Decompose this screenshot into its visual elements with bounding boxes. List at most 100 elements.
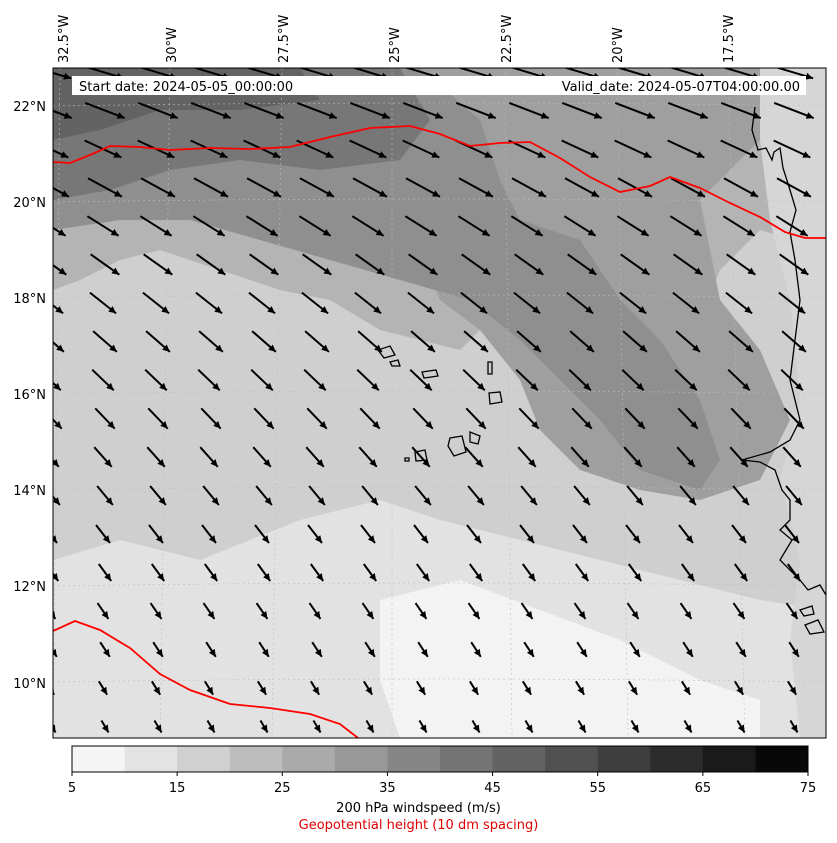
wind-arrow-head [219, 151, 228, 158]
wind-arrow-head [422, 459, 430, 467]
wind-arrow-head [318, 382, 326, 391]
wind-arrow-head [375, 229, 384, 236]
wind-arrow-head [684, 724, 692, 733]
wind-arrow-head [313, 611, 321, 619]
wind-arrow-head [478, 421, 486, 429]
wind-arrow-head [106, 382, 114, 391]
wind-arrow-head [107, 421, 115, 429]
wind-arrow-head [113, 190, 122, 197]
wind-arrow-head [371, 382, 379, 391]
wind-arrow-head [795, 382, 803, 391]
wind-arrow-head [584, 421, 592, 429]
wind-arrow-head [420, 648, 428, 657]
wind-arrow-head [60, 190, 69, 197]
wind-arrow-head [263, 573, 271, 582]
wind-arrow-head [790, 724, 798, 733]
wind-arrow-head [484, 151, 493, 158]
wind-arrow-head [53, 724, 56, 733]
lat-label: 20°N [13, 196, 46, 211]
wind-arrow-head [316, 459, 324, 467]
wind-arrow-head [581, 573, 589, 582]
wind-arrow-head [586, 344, 594, 352]
wind-arrow-head [690, 421, 698, 429]
wind-arrow-head [534, 229, 543, 236]
wind-arrow-head [587, 229, 596, 236]
wind-arrow-head [63, 72, 72, 80]
wind-arrow-head [60, 151, 69, 158]
contour-legend-label: Geopotential height (10 dm spacing) [298, 818, 539, 833]
wind-arrow-head [54, 421, 62, 429]
wind-arrow-head [794, 497, 802, 505]
wind-arrow-head [154, 611, 162, 619]
colorbar-tick-label: 45 [484, 781, 501, 796]
wind-arrow-head [102, 648, 110, 657]
wind-arrow-head [378, 151, 387, 158]
wind-arrow-head [208, 648, 216, 657]
wind-arrow-head [104, 459, 112, 467]
wind-arrow-head [263, 459, 271, 467]
wind-arrow-head [164, 267, 173, 275]
wind-arrow-head [217, 267, 226, 275]
wind-arrow-head [738, 648, 746, 657]
wind-arrow-head [699, 112, 708, 119]
wind-arrow-head [581, 459, 589, 467]
colorbar-ticks: 5 15 25 35 45 55 65 75 [68, 772, 816, 796]
wind-arrow-head [155, 535, 163, 544]
wind-arrow-head [113, 151, 122, 158]
wind-arrow-head [222, 112, 231, 119]
wind-arrow-head [153, 686, 161, 695]
wind-arrow-head [477, 382, 485, 391]
wind-arrow-head [213, 421, 221, 429]
wind-arrow-head [528, 573, 536, 582]
wind-arrow-head [210, 459, 218, 467]
wind-arrow-head [749, 151, 758, 158]
wind-arrow-head [746, 229, 755, 236]
lon-label: 27.5°W [277, 15, 292, 63]
wind-arrow-head [800, 267, 809, 275]
wind-arrow-head [272, 151, 281, 158]
wind-arrow-head [312, 686, 320, 695]
wind-arrow-head [216, 229, 225, 236]
wind-arrow-head [737, 611, 745, 619]
coastline [376, 106, 826, 635]
wind-arrow-head [634, 459, 642, 467]
wind-arrow-head [540, 112, 549, 119]
wind-arrow-head [101, 724, 109, 733]
wind-arrow-head [799, 229, 808, 236]
wind-arrow-head [428, 229, 437, 236]
wind-arrow-head [693, 229, 702, 236]
colorbar-bin [702, 746, 756, 772]
wind-arrow-head [579, 535, 587, 544]
wind-arrow-head [471, 686, 479, 695]
wind-arrow-head [53, 535, 57, 544]
latitude-labels: 22°N 20°N 18°N 16°N 14°N 12°N 10°N [13, 100, 46, 692]
lat-label: 14°N [13, 484, 46, 499]
wind-arrow-head [744, 306, 753, 314]
wind-vectors [53, 68, 815, 734]
wind-arrow-head [791, 535, 799, 544]
wind-arrow-head [472, 611, 480, 619]
colorbar-label: 200 hPa windspeed (m/s) [336, 801, 501, 816]
wind-arrow-head [373, 306, 382, 314]
wind-arrow-head [639, 344, 647, 352]
wind-arrow-head [631, 724, 639, 733]
wind-arrow-head [637, 421, 645, 429]
wind-arrow-head [424, 382, 432, 391]
wind-arrow-head [426, 306, 435, 314]
wind-arrow-head [370, 497, 378, 505]
wind-arrow-head [420, 535, 428, 544]
wind-arrow-head [56, 344, 64, 352]
colorbar-tick-label: 55 [589, 781, 606, 796]
wind-arrow-head [317, 497, 325, 505]
wind-arrow-head [212, 382, 220, 391]
colorbar-bin [597, 746, 651, 772]
wind-arrow-head [524, 686, 532, 695]
wind-arrow-head [476, 497, 484, 505]
wind-arrow-head [155, 648, 163, 657]
lon-label: 30°W [165, 27, 180, 63]
wind-arrow-head [537, 151, 546, 158]
wind-arrow-head [640, 229, 649, 236]
wind-arrow-head [53, 611, 56, 619]
wind-arrow-head [481, 229, 490, 236]
wind-arrow-head [685, 648, 693, 657]
